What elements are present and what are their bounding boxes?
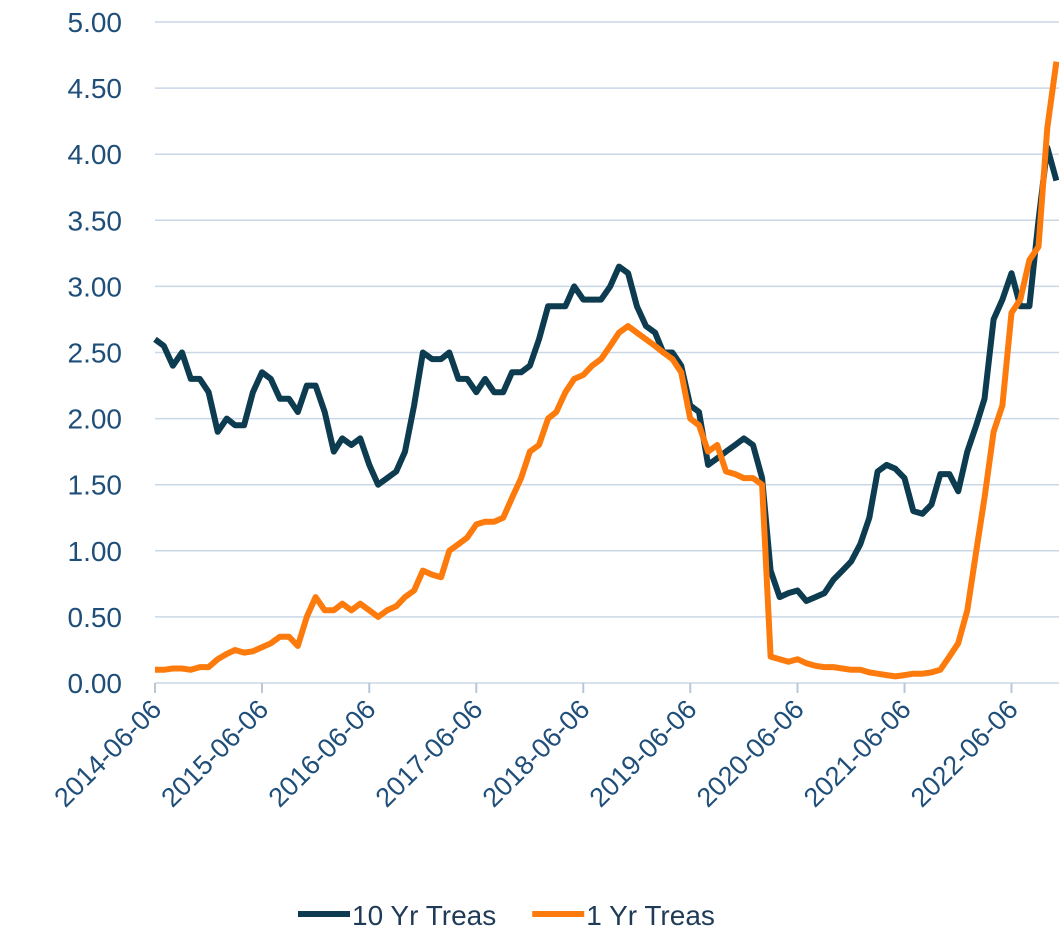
line-series: [155, 61, 1059, 680]
x-tick-label: 2021-06-06: [798, 694, 917, 813]
x-tick-label: 2015-06-06: [155, 694, 274, 813]
y-tick-label: 0.00: [68, 668, 123, 699]
y-tick-label: 2.00: [68, 404, 123, 435]
legend-label: 10 Yr Treas: [352, 900, 496, 931]
y-tick-label: 1.00: [68, 536, 123, 567]
line-series: [153, 144, 1059, 604]
y-tick-label: 5.00: [68, 7, 123, 38]
y-tick-label: 2.50: [68, 338, 123, 369]
x-tick-label: 2019-06-06: [584, 694, 703, 813]
x-tick-label: 2018-06-06: [477, 694, 596, 813]
legend: 10 Yr Treas 1 Yr Treas: [298, 900, 715, 931]
y-tick-label: 4.50: [68, 73, 123, 104]
y-tick-label: 4.00: [68, 139, 123, 170]
y-tick-label: 3.00: [68, 271, 123, 302]
x-tick-label: 2022-06-06: [905, 694, 1024, 813]
y-tick-label: 0.50: [68, 602, 123, 633]
legend-label: 1 Yr Treas: [586, 900, 715, 931]
y-tick-label: 3.50: [68, 205, 123, 236]
y-tick-label: 1.50: [68, 470, 123, 501]
x-tick-label: 2016-06-06: [263, 694, 382, 813]
x-tick-label: 2017-06-06: [370, 694, 489, 813]
x-tick-label: 2014-06-06: [48, 694, 167, 813]
x-tick-label: 2020-06-06: [691, 694, 810, 813]
